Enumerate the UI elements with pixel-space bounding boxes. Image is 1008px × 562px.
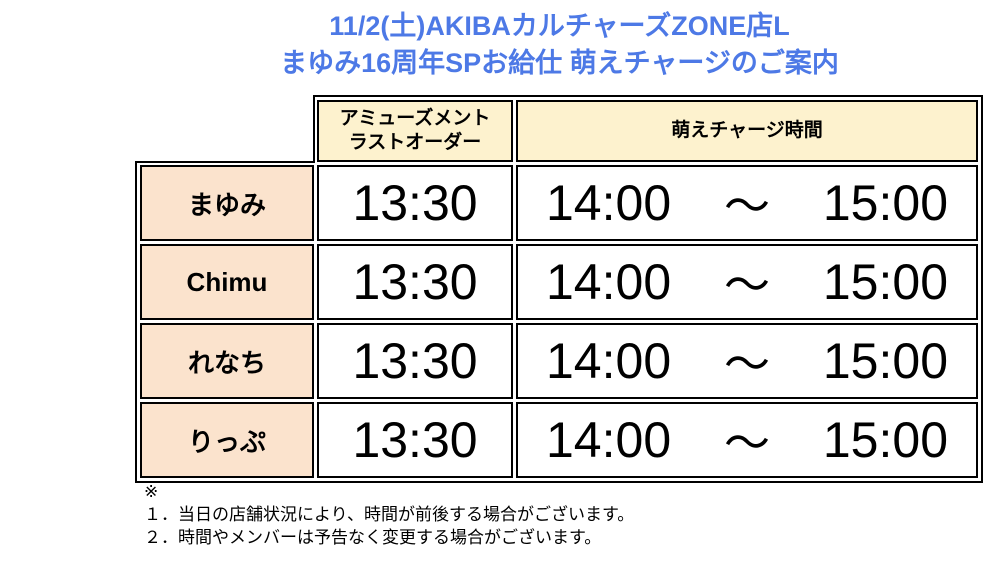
time-range-cell: 14:00 ～ 15:00 [516,323,978,399]
time-range: 14:00 ～ 15:00 [518,249,976,315]
member-name-cell: Chimu [140,244,314,320]
time-start: 14:00 [546,175,672,231]
tilde-separator: ～ [724,417,770,469]
header-moe-charge-time: 萌えチャージ時間 [516,100,978,162]
page-title: 11/2(土)AKIBAカルチャーズZONE店L まゆみ16周年SPお給仕 萌え… [135,8,984,82]
last-order-cell: 13:30 [317,402,513,478]
note-mark: ※ [144,482,159,501]
title-line-1: 11/2(土)AKIBAカルチャーズZONE店L [329,11,790,41]
time-end: 15:00 [822,175,948,231]
corner-mask [135,95,315,163]
time-end: 15:00 [822,412,948,468]
table-row-chimu: Chimu 13:30 14:00 ～ 15:00 [140,244,978,320]
table-row-rippu: りっぷ 13:30 14:00 ～ 15:00 [140,402,978,478]
time-range: 14:00 ～ 15:00 [518,170,976,236]
tilde-separator: ～ [724,259,770,311]
time-range-cell: 14:00 ～ 15:00 [516,165,978,241]
member-name-cell: れなち [140,323,314,399]
time-range: 14:00 ～ 15:00 [518,407,976,473]
time-range-cell: 14:00 ～ 15:00 [516,244,978,320]
time-start: 14:00 [546,254,672,310]
header-row: アミューズメント ラストオーダー 萌えチャージ時間 [140,100,978,162]
schedule-table: アミューズメント ラストオーダー 萌えチャージ時間 まゆみ 13:30 14:0… [137,97,981,481]
member-name-cell: りっぷ [140,402,314,478]
table-row-mayumi: まゆみ 13:30 14:00 ～ 15:00 [140,165,978,241]
title-line-2: まゆみ16周年SPお給仕 萌えチャージのご案内 [280,48,839,78]
table-row-renachi: れなち 13:30 14:00 ～ 15:00 [140,323,978,399]
tilde-separator: ～ [724,180,770,232]
notes: ※ １．当日の店舗状況により、時間が前後する場合がございます。 ２．時間やメンバ… [144,480,634,549]
last-order-cell: 13:30 [317,323,513,399]
time-end: 15:00 [822,254,948,310]
time-start: 14:00 [546,333,672,389]
header-last-order-line2: ラストオーダー [348,132,482,153]
last-order-cell: 13:30 [317,244,513,320]
header-last-order-line1: アミューズメント [339,108,491,129]
schedule-table-wrapper: アミューズメント ラストオーダー 萌えチャージ時間 まゆみ 13:30 14:0… [135,95,983,483]
time-range: 14:00 ～ 15:00 [518,328,976,394]
note-item-1: １．当日の店舗状況により、時間が前後する場合がございます。 [144,505,635,524]
time-range-cell: 14:00 ～ 15:00 [516,402,978,478]
member-name-cell: まゆみ [140,165,314,241]
time-end: 15:00 [822,333,948,389]
header-last-order: アミューズメント ラストオーダー [317,100,513,162]
time-start: 14:00 [546,412,672,468]
tilde-separator: ～ [724,338,770,390]
note-item-2: ２．時間やメンバーは予告なく変更する場合がございます。 [144,528,602,547]
last-order-cell: 13:30 [317,165,513,241]
